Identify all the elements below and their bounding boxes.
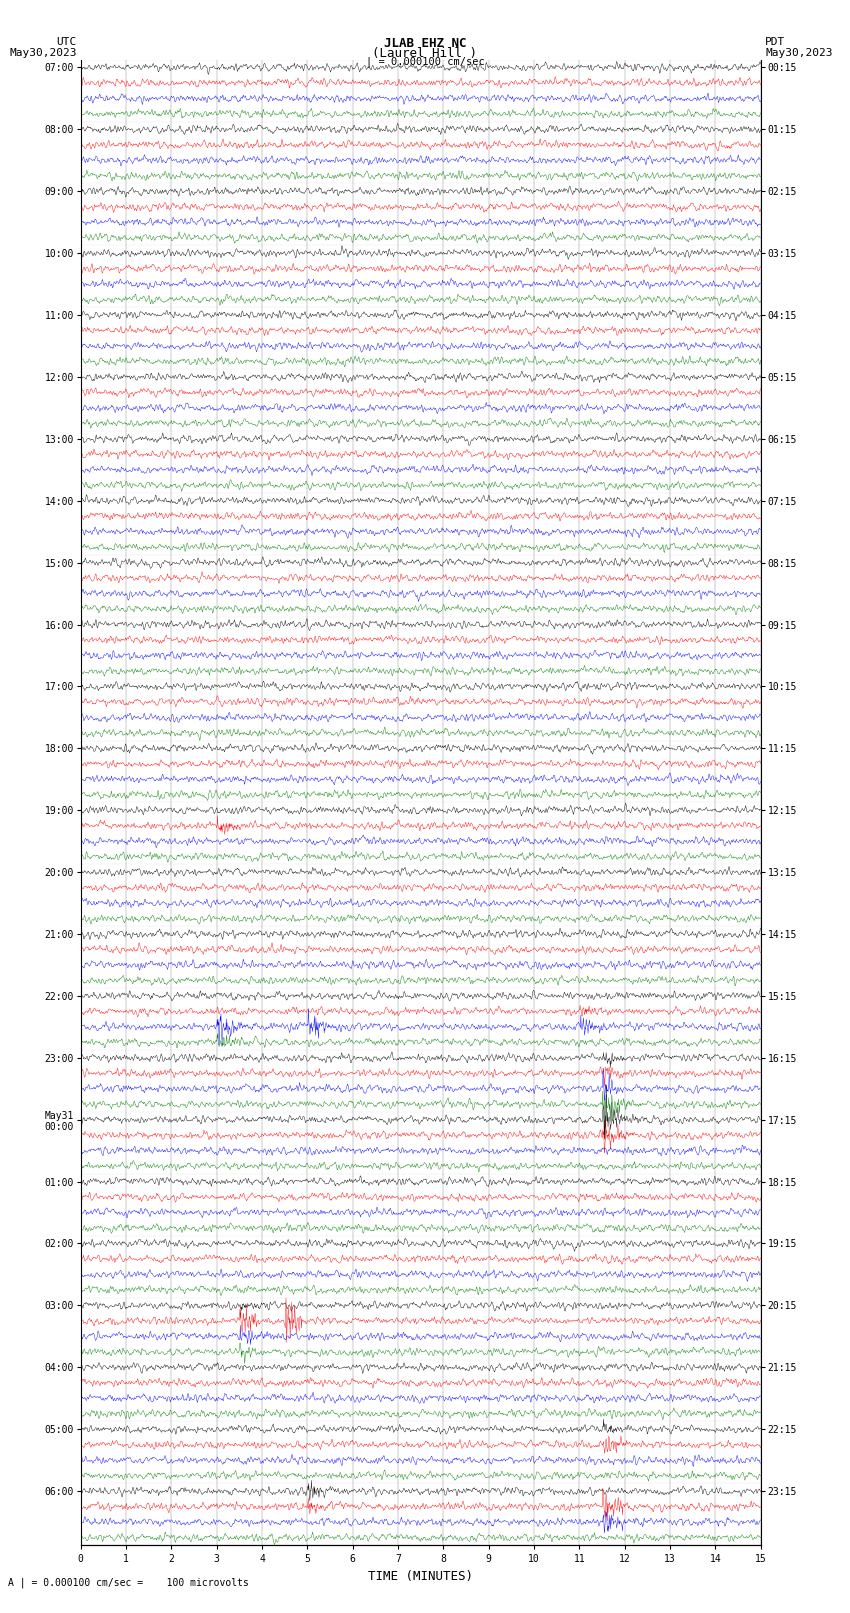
Text: May30,2023: May30,2023 <box>765 48 832 58</box>
X-axis label: TIME (MINUTES): TIME (MINUTES) <box>368 1569 473 1582</box>
Text: | = 0.000100 cm/sec: | = 0.000100 cm/sec <box>366 56 484 68</box>
Text: PDT: PDT <box>765 37 785 47</box>
Text: UTC: UTC <box>56 37 76 47</box>
Text: May30,2023: May30,2023 <box>9 48 76 58</box>
Text: JLAB EHZ NC: JLAB EHZ NC <box>383 37 467 50</box>
Text: A | = 0.000100 cm/sec =    100 microvolts: A | = 0.000100 cm/sec = 100 microvolts <box>8 1578 249 1589</box>
Text: (Laurel Hill ): (Laurel Hill ) <box>372 47 478 60</box>
